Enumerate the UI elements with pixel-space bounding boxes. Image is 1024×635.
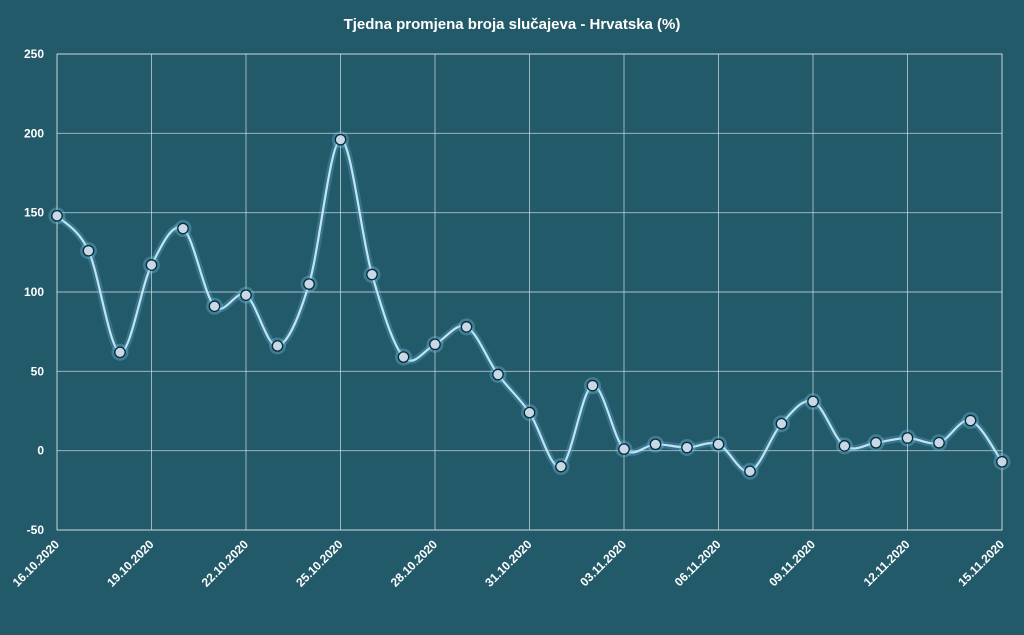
data-point xyxy=(964,414,977,427)
x-tick-label: 03.11.2020 xyxy=(577,537,629,589)
data-point xyxy=(681,441,693,454)
data-point xyxy=(177,222,189,235)
x-tick-label: 06.11.2020 xyxy=(672,537,724,589)
data-point xyxy=(555,460,567,473)
x-tick-label: 25.10.2020 xyxy=(293,537,346,590)
data-point xyxy=(240,289,252,302)
y-tick-label: 50 xyxy=(31,364,45,378)
data-point xyxy=(807,395,819,408)
data-point xyxy=(145,259,158,271)
data-point xyxy=(460,321,473,333)
data-point xyxy=(366,268,378,281)
data-point xyxy=(397,351,410,363)
y-tick-label: 250 xyxy=(24,47,44,61)
data-point xyxy=(523,406,536,419)
data-point xyxy=(933,436,945,449)
data-point xyxy=(649,438,662,451)
y-axis: 250 200 150 100 50 0 -50 xyxy=(24,47,44,537)
data-point xyxy=(82,244,95,257)
x-tick-label: 09.11.2020 xyxy=(766,537,818,589)
x-tick-label: 31.10.2020 xyxy=(482,537,535,590)
data-point xyxy=(870,436,882,449)
y-tick-label: 150 xyxy=(24,206,44,220)
data-point xyxy=(618,443,630,455)
x-tick-label: 16.10.2020 xyxy=(10,537,63,590)
y-tick-label: 200 xyxy=(24,126,44,140)
plot-area-frame xyxy=(56,53,1003,531)
grid-layer xyxy=(56,53,1003,531)
data-point xyxy=(429,338,441,351)
data-point xyxy=(303,278,315,290)
data-point xyxy=(492,368,504,381)
data-point xyxy=(838,440,851,452)
x-tick-label: 15.11.2020 xyxy=(955,537,1007,589)
data-point xyxy=(775,417,788,430)
y-tick-label: 100 xyxy=(24,285,44,299)
data-point xyxy=(114,346,126,359)
data-point xyxy=(712,438,725,451)
data-point xyxy=(208,300,221,313)
x-tick-label: 28.10.2020 xyxy=(388,537,441,590)
series-layer xyxy=(48,131,1011,480)
data-point xyxy=(901,432,914,444)
data-point xyxy=(996,455,1008,468)
data-point xyxy=(334,133,347,146)
x-tick-label: 12.11.2020 xyxy=(861,537,913,589)
x-tick-label: 22.10.2020 xyxy=(199,537,252,590)
x-tick-label: 19.10.2020 xyxy=(104,537,157,590)
data-point xyxy=(586,379,599,392)
data-point xyxy=(271,340,284,352)
x-axis: 16.10.2020 19.10.2020 22.10.2020 25.10.2020… xyxy=(10,537,1008,590)
y-tick-label: 0 xyxy=(37,444,44,458)
data-point xyxy=(744,465,756,478)
data-point xyxy=(51,209,63,222)
chart-title: Tjedna promjena broja slučajeva - Hrvats… xyxy=(344,16,681,33)
y-tick-label: -50 xyxy=(27,523,45,537)
